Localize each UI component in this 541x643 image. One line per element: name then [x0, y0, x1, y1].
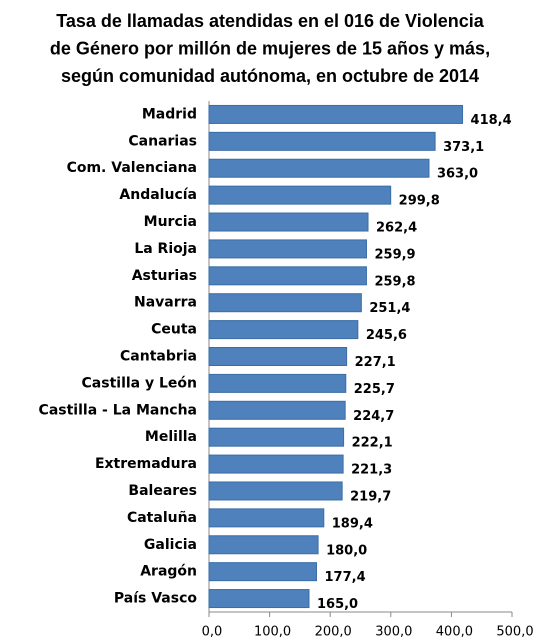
y-tick-label: Castilla - La Mancha	[39, 402, 197, 418]
data-label: 373,1	[443, 140, 484, 155]
y-tick-label: Ceuta	[151, 322, 197, 338]
x-tick-label: 100,0	[254, 625, 291, 640]
y-tick-label: Canarias	[128, 133, 197, 149]
y-tick-label: Extremadura	[95, 456, 197, 472]
bar	[208, 481, 343, 501]
data-label: 251,4	[369, 301, 410, 316]
y-tick-label: País Vasco	[114, 591, 197, 607]
bar	[208, 347, 348, 366]
y-tick-label: Baleares	[128, 483, 197, 499]
bar	[208, 266, 367, 286]
data-label: 245,6	[366, 328, 407, 343]
y-tick-label: Cataluña	[127, 510, 197, 526]
x-tick-label: 500,0	[496, 625, 533, 640]
x-tick-label: 300,0	[375, 625, 412, 640]
bar	[208, 104, 464, 124]
bar	[208, 158, 430, 178]
y-tick-label: Cantabria	[120, 349, 197, 365]
data-label: 259,9	[374, 247, 415, 262]
bar	[208, 239, 367, 259]
y-tick-label: Galicia	[144, 537, 197, 553]
data-label: 177,4	[325, 570, 366, 585]
data-label: 224,7	[353, 409, 394, 424]
y-tick-label: Murcia	[144, 214, 197, 230]
chart-title: Tasa de llamadas atendidas en el 016 de …	[56, 11, 485, 31]
bar	[208, 320, 359, 340]
data-label: 219,7	[350, 489, 391, 504]
bar	[208, 535, 319, 555]
bar	[208, 508, 325, 528]
data-label: 225,7	[354, 382, 395, 397]
data-label: 222,1	[352, 436, 393, 451]
y-tick-label: Andalucía	[119, 187, 197, 203]
bar	[208, 562, 318, 582]
x-tick-label: 0,0	[202, 625, 223, 640]
data-label: 227,1	[355, 355, 396, 370]
y-tick-label: Melilla	[145, 429, 197, 445]
data-label: 363,0	[437, 167, 478, 182]
chart-title: de Género por millón de mujeres de 15 añ…	[50, 38, 490, 58]
bar	[208, 293, 362, 313]
bar	[208, 212, 369, 232]
data-label: 180,0	[326, 543, 367, 558]
y-tick-label: Asturias	[132, 268, 197, 284]
data-label: 259,8	[374, 274, 415, 289]
y-tick-label: Aragón	[140, 564, 197, 580]
data-label: 262,4	[376, 221, 417, 236]
y-tick-label: La Rioja	[134, 241, 197, 257]
bar	[208, 185, 392, 205]
data-label: 299,8	[399, 194, 440, 209]
y-tick-label: Madrid	[142, 106, 197, 122]
data-label: 165,0	[317, 597, 358, 612]
bar	[208, 131, 436, 151]
data-label: 221,3	[351, 463, 392, 478]
bar	[208, 427, 345, 447]
bar	[208, 373, 347, 393]
data-label: 418,4	[471, 113, 512, 128]
bar	[208, 400, 346, 420]
x-tick-label: 200,0	[315, 625, 352, 640]
x-tick-label: 400,0	[436, 625, 473, 640]
data-label: 189,4	[332, 516, 373, 531]
bar	[208, 454, 344, 474]
y-tick-label: Navarra	[134, 295, 197, 311]
bar	[208, 589, 310, 609]
y-tick-label: Com. Valenciana	[67, 160, 197, 176]
y-tick-label: Castilla y León	[82, 375, 197, 391]
chart-title: según comunidad autónoma, en octubre de …	[61, 66, 479, 86]
